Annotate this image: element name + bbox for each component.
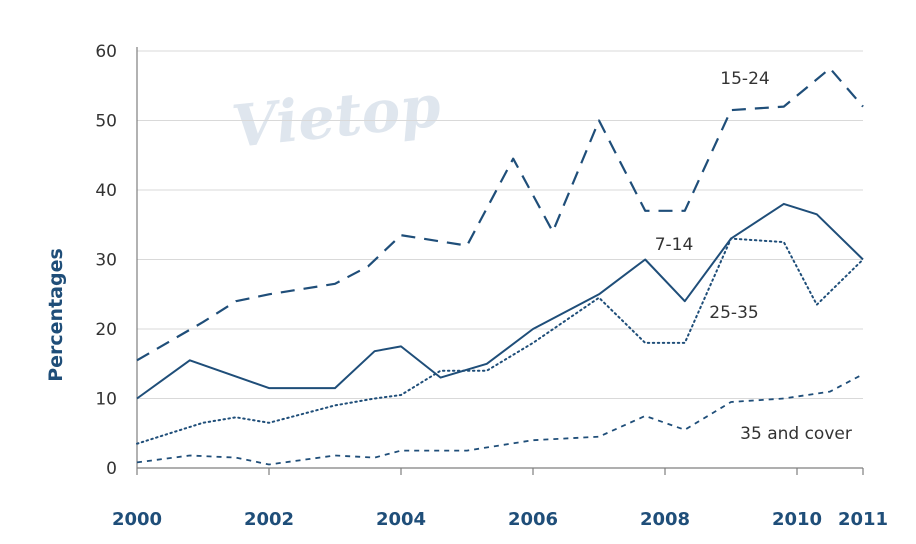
watermark: Vietop — [229, 72, 444, 161]
y-tick-label: 0 — [106, 459, 117, 479]
y-tick-label: 10 — [95, 390, 117, 410]
x-tick-label: 2006 — [508, 509, 558, 530]
series-line-1 — [136, 202, 864, 400]
series-label: 7-14 — [655, 235, 694, 255]
y-tick-label: 50 — [95, 112, 117, 132]
series-line-3 — [136, 373, 864, 466]
x-tick-label: 2008 — [640, 509, 690, 530]
series-label: 25-35 — [709, 303, 758, 323]
y-tick-label: 20 — [95, 320, 117, 340]
y-tick-label: 30 — [95, 251, 117, 271]
x-tick-label: 2004 — [376, 509, 426, 530]
y-tick-label: 60 — [95, 42, 117, 62]
series-line-2 — [136, 237, 864, 445]
x-tick-label: 2011 — [838, 509, 888, 530]
series-label: 15-24 — [720, 69, 769, 89]
series-lines — [136, 67, 864, 466]
y-tick-label: 40 — [95, 181, 117, 201]
grid-lines — [137, 50, 863, 399]
x-tick-label: 2000 — [112, 509, 162, 530]
x-tick-label: 2002 — [244, 509, 294, 530]
x-tick-label: 2010 — [772, 509, 822, 530]
series-label: 35 and cover — [740, 424, 852, 444]
series-line-0 — [136, 67, 864, 362]
y-axis-label: Percentages — [45, 248, 67, 382]
labels: 0 10 20 30 40 50 60 2000 2002 2004 2006 2008 2010 201… — [95, 42, 888, 530]
